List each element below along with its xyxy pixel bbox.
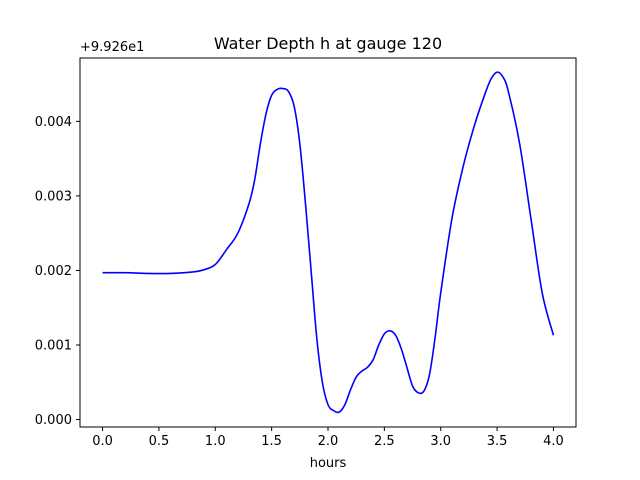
x-tick-label: 0.5 bbox=[149, 434, 170, 449]
x-axis-ticks: 0.0 0.5 1.0 1.5 2.0 2.5 3.0 3.5 4.0 bbox=[92, 427, 564, 449]
y-tick-label: 0.003 bbox=[35, 189, 72, 204]
y-tick-label: 0.000 bbox=[35, 413, 72, 428]
y-axis-offset-label: +9.926e1 bbox=[80, 40, 144, 55]
plot-frame bbox=[79, 57, 577, 428]
x-tick-label: 2.5 bbox=[374, 434, 395, 449]
chart-title: Water Depth h at gauge 120 bbox=[214, 34, 442, 53]
plot-marks bbox=[102, 71, 555, 414]
y-tick-label: 0.001 bbox=[35, 339, 72, 354]
series-line-0 bbox=[102, 71, 555, 414]
x-tick-label: 3.5 bbox=[487, 434, 508, 449]
x-tick-label: 0.0 bbox=[92, 434, 113, 449]
x-axis-label: hours bbox=[310, 456, 347, 471]
x-tick-label: 2.0 bbox=[318, 434, 339, 449]
y-tick-label: 0.004 bbox=[35, 115, 72, 130]
y-axis-ticks: 0.000 0.001 0.002 0.003 0.004 bbox=[35, 115, 80, 428]
y-tick-label: 0.002 bbox=[35, 264, 72, 279]
x-tick-label: 1.0 bbox=[205, 434, 226, 449]
x-tick-label: 4.0 bbox=[543, 434, 564, 449]
plot-area bbox=[80, 58, 576, 427]
x-tick-label: 1.5 bbox=[261, 434, 282, 449]
x-tick-label: 3.0 bbox=[430, 434, 451, 449]
